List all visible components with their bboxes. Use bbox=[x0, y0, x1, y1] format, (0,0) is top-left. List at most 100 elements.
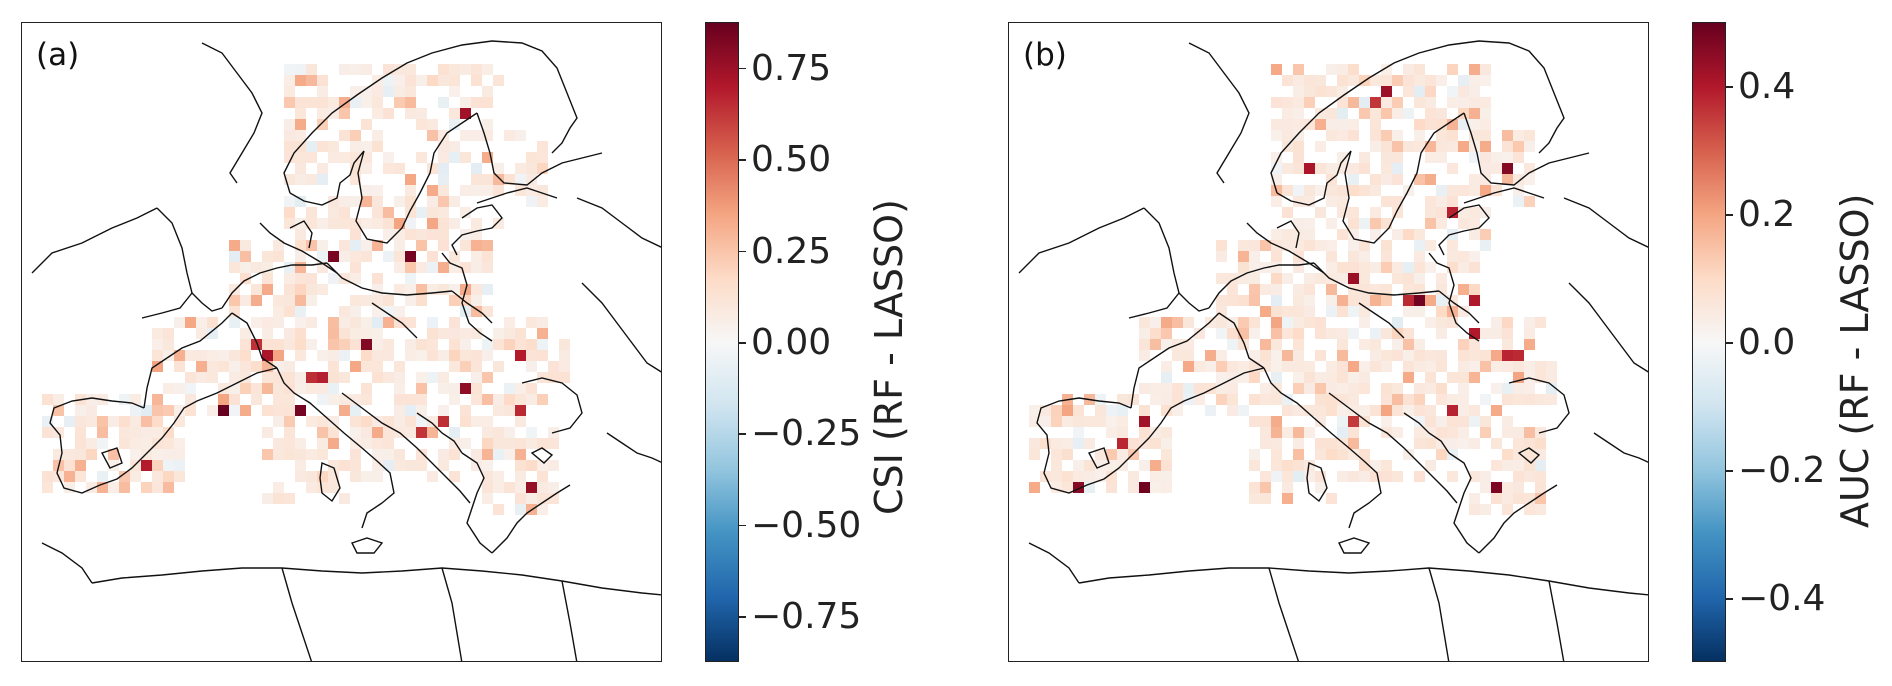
grid-cell bbox=[1348, 361, 1359, 372]
grid-cell bbox=[1304, 119, 1315, 130]
grid-cell bbox=[207, 372, 218, 383]
grid-cell bbox=[317, 372, 328, 383]
grid-cell bbox=[1084, 460, 1095, 471]
grid-cell bbox=[1139, 383, 1150, 394]
grid-cell bbox=[295, 119, 306, 130]
grid-cell bbox=[427, 317, 438, 328]
grid-cell bbox=[1348, 185, 1359, 196]
grid-cell bbox=[1337, 339, 1348, 350]
grid-cell bbox=[526, 460, 537, 471]
grid-cell bbox=[1150, 339, 1161, 350]
coastline-border bbox=[1403, 412, 1450, 454]
grid-cell bbox=[1161, 317, 1172, 328]
coastline-border bbox=[441, 252, 493, 342]
grid-cell bbox=[1513, 196, 1524, 207]
grid-cell bbox=[383, 350, 394, 361]
grid-cell bbox=[295, 64, 306, 75]
grid-cell bbox=[350, 163, 361, 174]
grid-cell bbox=[1381, 86, 1392, 97]
grid-cell bbox=[405, 350, 416, 361]
grid-cell bbox=[449, 438, 460, 449]
grid-cell bbox=[394, 86, 405, 97]
grid-cell bbox=[64, 416, 75, 427]
grid-cell bbox=[1469, 64, 1480, 75]
grid-cell bbox=[1326, 361, 1337, 372]
grid-cell bbox=[1029, 405, 1040, 416]
grid-cell bbox=[1282, 108, 1293, 119]
grid-cell bbox=[1480, 350, 1491, 361]
grid-cell bbox=[1271, 262, 1282, 273]
grid-cell bbox=[361, 427, 372, 438]
grid-cell bbox=[372, 141, 383, 152]
grid-cell bbox=[1414, 75, 1425, 86]
grid-cell bbox=[240, 361, 251, 372]
grid-cell bbox=[383, 251, 394, 262]
grid-cell bbox=[383, 416, 394, 427]
grid-cell bbox=[196, 317, 207, 328]
grid-cell bbox=[1370, 295, 1381, 306]
grid-cell bbox=[1249, 273, 1260, 284]
grid-cell bbox=[449, 284, 460, 295]
grid-cell bbox=[108, 482, 119, 493]
grid-cell bbox=[1062, 471, 1073, 482]
grid-cell bbox=[1304, 86, 1315, 97]
grid-cell bbox=[1370, 262, 1381, 273]
grid-cell bbox=[328, 152, 339, 163]
grid-cell bbox=[1238, 405, 1249, 416]
grid-cell bbox=[1271, 295, 1282, 306]
grid-cell bbox=[328, 251, 339, 262]
grid-cell bbox=[1150, 394, 1161, 405]
grid-cell bbox=[1447, 185, 1458, 196]
grid-cell bbox=[328, 196, 339, 207]
grid-cell bbox=[64, 449, 75, 460]
grid-cell bbox=[1304, 185, 1315, 196]
grid-cell bbox=[1447, 119, 1458, 130]
grid-cell bbox=[1348, 163, 1359, 174]
grid-cell bbox=[526, 185, 537, 196]
grid-cell bbox=[251, 317, 262, 328]
grid-cell bbox=[1403, 284, 1414, 295]
grid-cell bbox=[1260, 427, 1271, 438]
grid-cell bbox=[482, 394, 493, 405]
grid-cell bbox=[284, 218, 295, 229]
grid-cell bbox=[218, 405, 229, 416]
grid-cell bbox=[1403, 339, 1414, 350]
grid-cell bbox=[1502, 394, 1513, 405]
grid-cell bbox=[1458, 141, 1469, 152]
grid-cell bbox=[394, 372, 405, 383]
grid-cell bbox=[1326, 64, 1337, 75]
grid-cell bbox=[1502, 130, 1513, 141]
grid-cell bbox=[1348, 306, 1359, 317]
grid-cell bbox=[152, 438, 163, 449]
colorbar-tickmark bbox=[739, 433, 746, 435]
grid-cell bbox=[1414, 64, 1425, 75]
grid-cell bbox=[1469, 295, 1480, 306]
grid-cell bbox=[163, 427, 174, 438]
grid-cell bbox=[1392, 97, 1403, 108]
grid-cell bbox=[1326, 119, 1337, 130]
grid-cell bbox=[86, 394, 97, 405]
grid-cell bbox=[97, 427, 108, 438]
grid-cell bbox=[1271, 394, 1282, 405]
grid-cell bbox=[1227, 339, 1238, 350]
grid-cell bbox=[1051, 460, 1062, 471]
coastline-border bbox=[1153, 312, 1220, 359]
grid-cell bbox=[1513, 350, 1524, 361]
grid-cell bbox=[1502, 152, 1513, 163]
grid-cell bbox=[1381, 141, 1392, 152]
grid-cell bbox=[339, 306, 350, 317]
grid-cell bbox=[130, 471, 141, 482]
grid-cell bbox=[1436, 416, 1447, 427]
grid-cell bbox=[493, 504, 504, 515]
grid-cell bbox=[1359, 416, 1370, 427]
grid-cell bbox=[350, 240, 361, 251]
grid-cell bbox=[1535, 438, 1546, 449]
grid-cell bbox=[1304, 229, 1315, 240]
grid-cell bbox=[1161, 372, 1172, 383]
grid-cell bbox=[306, 317, 317, 328]
grid-cell bbox=[1293, 460, 1304, 471]
grid-cell bbox=[240, 240, 251, 251]
coastline-border bbox=[606, 432, 661, 463]
grid-cell bbox=[460, 185, 471, 196]
grid-cell bbox=[449, 339, 460, 350]
